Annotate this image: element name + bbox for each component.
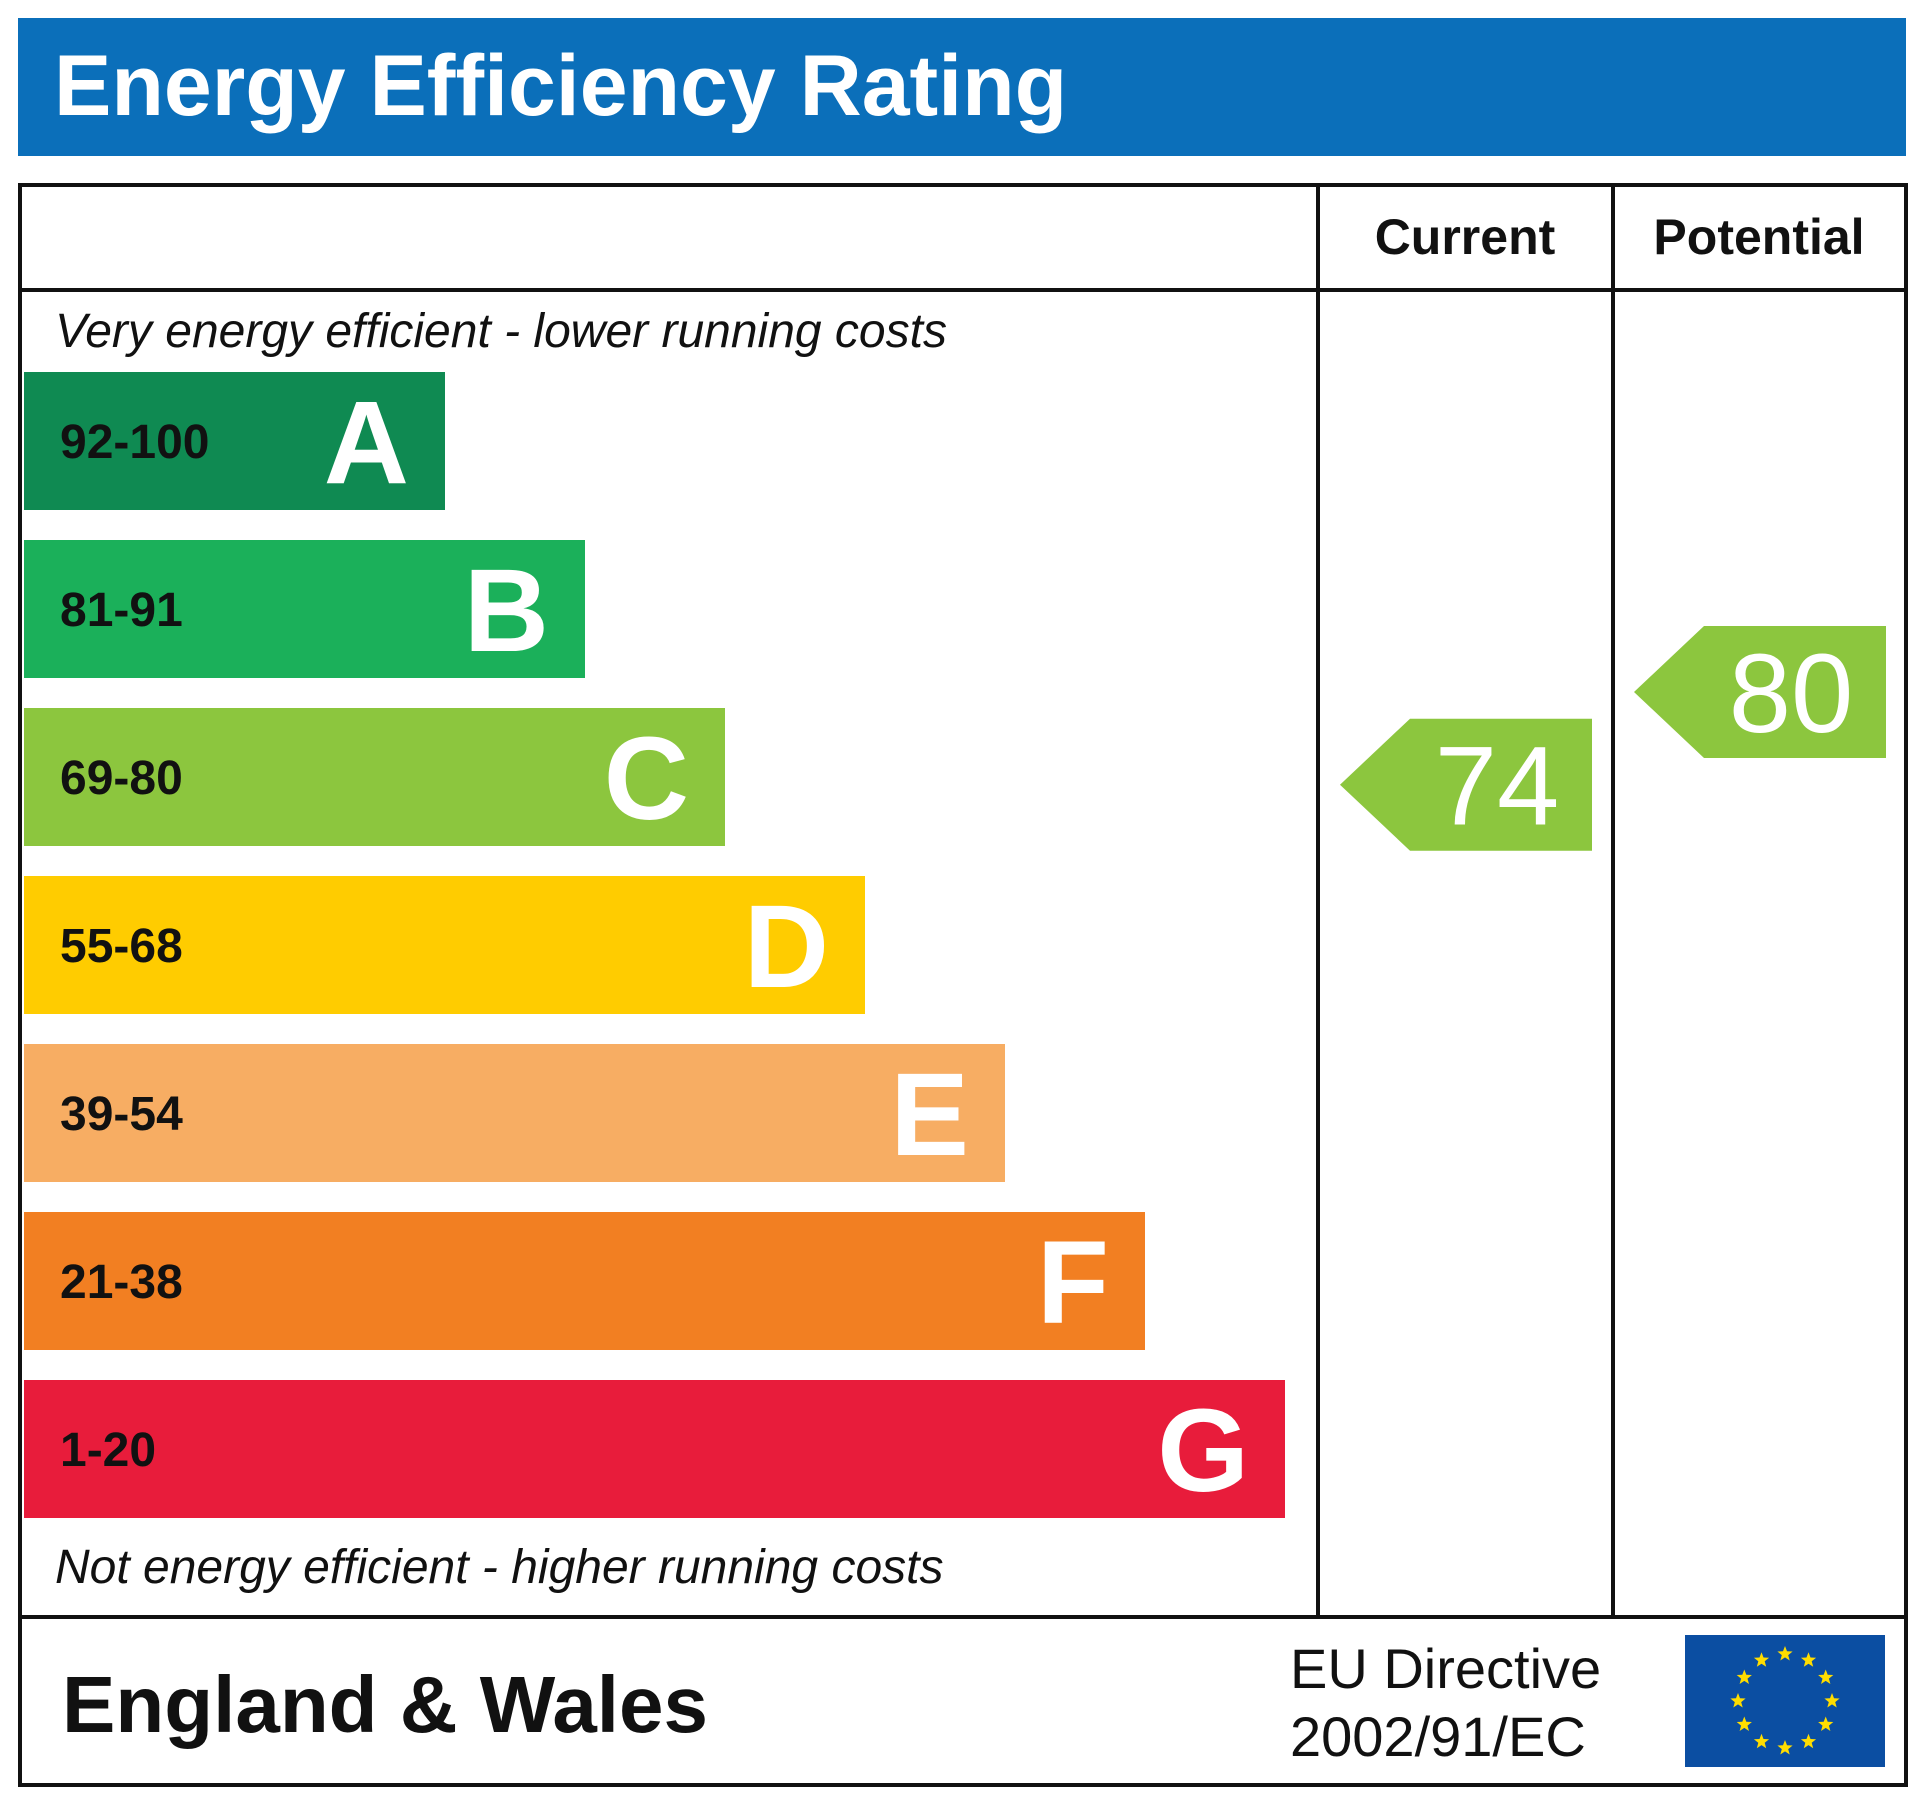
band-letter: E [890, 1049, 969, 1181]
eu-star-icon [1753, 1652, 1770, 1667]
current-rating-value: 74 [1435, 724, 1560, 849]
band-bar [24, 540, 585, 678]
band-range-label: 1-20 [60, 1424, 156, 1477]
eu-star-icon [1736, 1669, 1752, 1684]
bottom-note: Not energy efficient - higher running co… [55, 1541, 943, 1594]
band-range-label: 21-38 [60, 1256, 183, 1309]
chart-frame [18, 183, 1908, 1787]
header-bar: Energy Efficiency Rating [18, 18, 1906, 156]
band-c: 69-80 C [24, 708, 725, 846]
band-g: 1-20 G [24, 1380, 1285, 1518]
band-letter: C [604, 713, 689, 845]
band-b: 81-91 B [24, 540, 585, 678]
chart-title: Energy Efficiency Rating [54, 38, 1068, 134]
band-bar [24, 1044, 1005, 1182]
eu-star-icon [1824, 1693, 1840, 1708]
band-range-label: 39-54 [60, 1088, 183, 1141]
band-letter: A [324, 377, 409, 509]
band-letter: G [1157, 1385, 1249, 1517]
current-rating-marker: 74 [1340, 718, 1592, 851]
rating-bands: 92-100 A 81-91 B 69-80 C 55-68 D 39-54 E 21-38 F 1-2… [24, 372, 1285, 1518]
band-e: 39-54 E [24, 1044, 1005, 1182]
eu-star-icon [1730, 1693, 1746, 1708]
band-d: 55-68 D [24, 876, 865, 1014]
eu-star-icon [1800, 1733, 1817, 1749]
band-bar [24, 708, 725, 846]
band-range-label: 81-91 [60, 584, 183, 637]
current-column-header: Current [1375, 209, 1556, 265]
eu-star-icon [1777, 1740, 1793, 1755]
potential-rating-marker: 80 [1634, 626, 1886, 758]
potential-rating-value: 80 [1729, 631, 1854, 756]
potential-rating-arrow [1634, 626, 1886, 758]
potential-column-header: Potential [1653, 209, 1864, 265]
band-bar [24, 1212, 1145, 1350]
directive-line-2: 2002/91/EC [1290, 1705, 1586, 1768]
band-range-label: 69-80 [60, 752, 183, 805]
eu-flag-icon [1685, 1635, 1885, 1767]
band-bar [24, 372, 445, 510]
eu-star-icon [1753, 1733, 1770, 1749]
eu-star-icon [1736, 1716, 1752, 1731]
eu-star-icon [1818, 1669, 1834, 1684]
band-letter: F [1037, 1217, 1109, 1349]
top-note: Very energy efficient - lower running co… [55, 305, 947, 358]
current-rating-arrow [1340, 718, 1592, 851]
eu-star-icon [1818, 1716, 1834, 1731]
band-letter: D [744, 881, 829, 1013]
band-bar [24, 876, 865, 1014]
region-label: England & Wales [62, 1660, 708, 1749]
band-letter: B [464, 545, 549, 677]
eu-star-icon [1800, 1652, 1817, 1667]
band-range-label: 92-100 [60, 416, 209, 469]
eu-star-icon [1777, 1646, 1793, 1661]
band-bar [24, 1380, 1285, 1518]
eu-flag-stars [1730, 1646, 1840, 1755]
band-f: 21-38 F [24, 1212, 1145, 1350]
band-range-label: 55-68 [60, 920, 183, 973]
directive-line-1: EU Directive [1290, 1637, 1601, 1700]
band-a: 92-100 A [24, 372, 445, 510]
